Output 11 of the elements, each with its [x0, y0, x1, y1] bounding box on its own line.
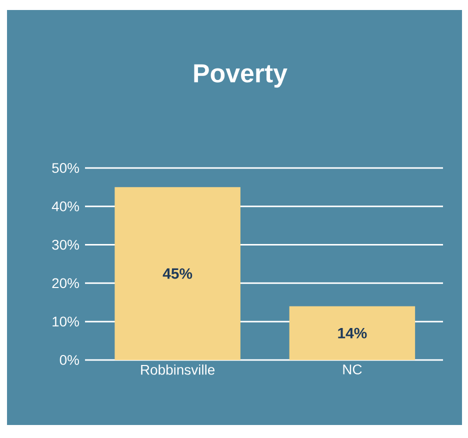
chart-title: Poverty	[194, 64, 288, 88]
y-tick-label: 40%	[52, 201, 79, 212]
y-tick-label: 10%	[52, 316, 79, 327]
y-tick-label: 0%	[60, 355, 79, 365]
x-tick-label: NC	[343, 364, 362, 374]
data-label: 14%	[338, 328, 367, 338]
y-tick-label: 20%	[52, 278, 79, 288]
x-tick-label: Robbinsville	[141, 364, 215, 375]
data-label: 45%	[162, 268, 192, 279]
y-tick-label: 30%	[52, 240, 79, 250]
y-tick-label: 50%	[52, 163, 79, 173]
